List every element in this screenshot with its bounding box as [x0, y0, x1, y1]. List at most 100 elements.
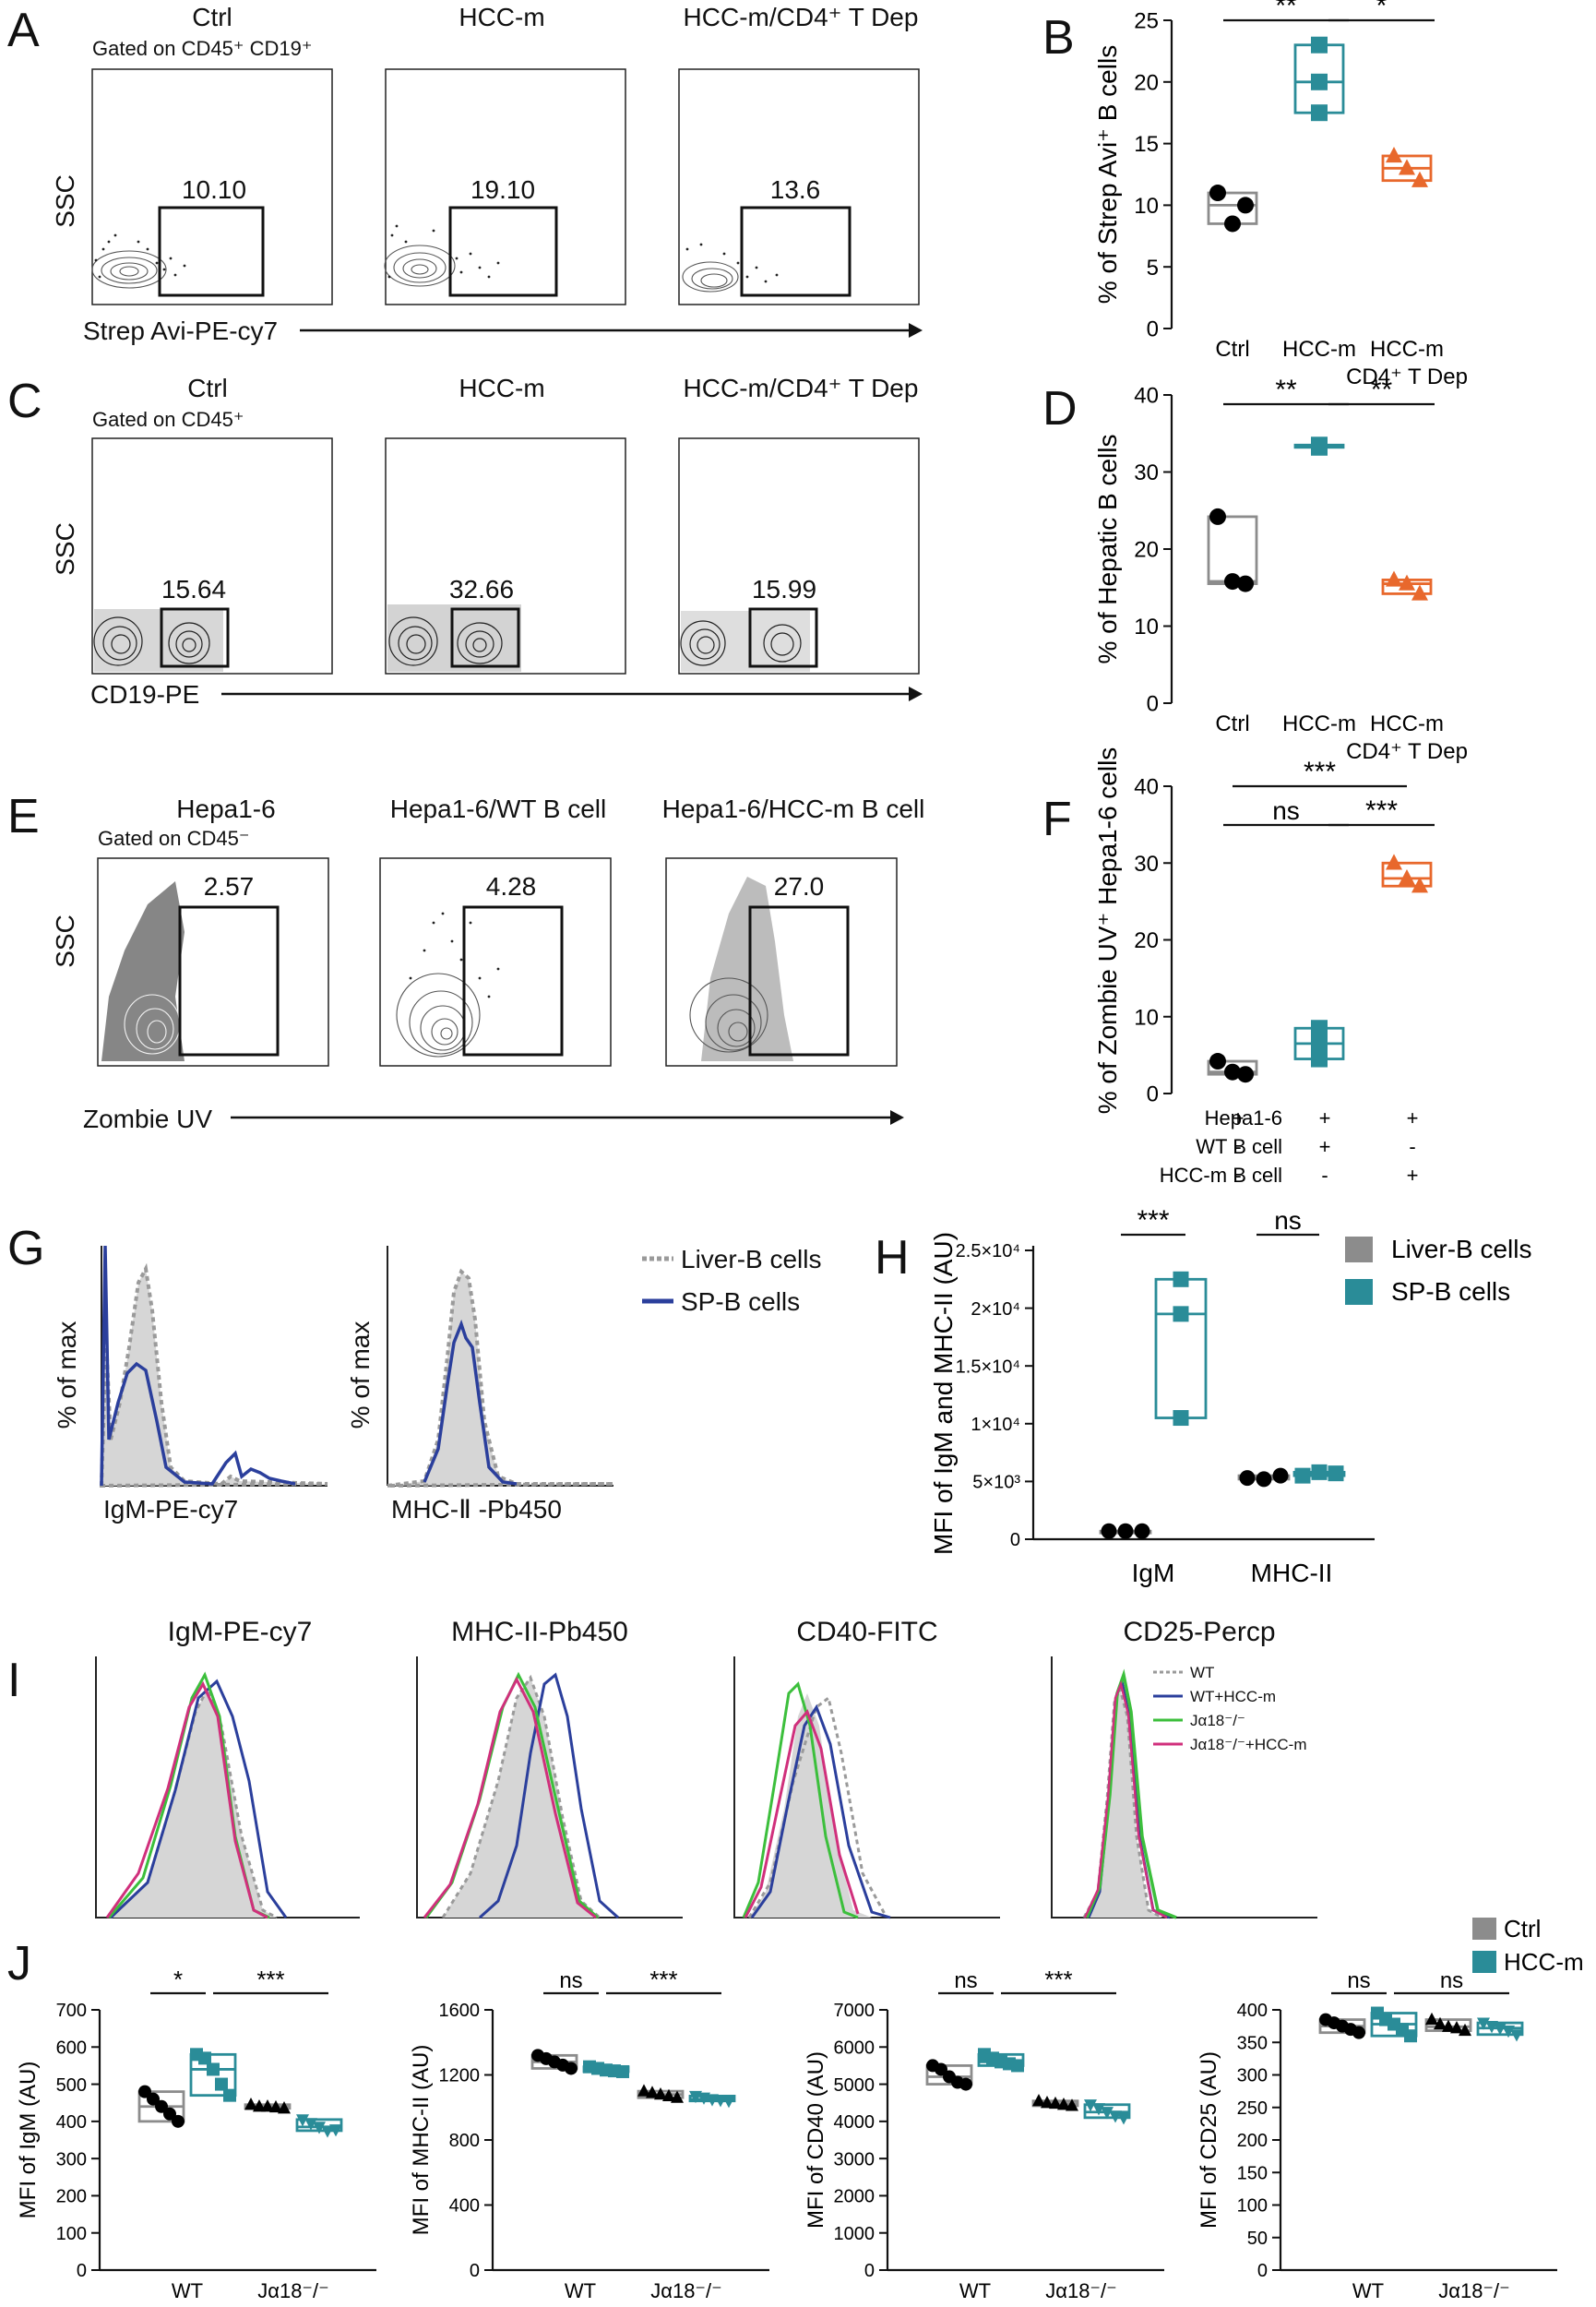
chart-j4-point: [1434, 2016, 1447, 2030]
panel-i-ja-4: [1085, 1668, 1177, 1919]
panel-e-title-1: Hepa1-6: [176, 795, 275, 823]
panel-c-plot-1: [91, 437, 333, 675]
panel-g-hist-liver-1: [99, 1262, 328, 1488]
panel-e-value-2: 4.28: [486, 872, 537, 901]
panel-c-ylabel: SSC: [51, 522, 79, 576]
chart-b-point: [1386, 147, 1402, 163]
chart-f-row-label: WT B cell: [1196, 1135, 1282, 1158]
panel-a-contour-2: [384, 245, 456, 287]
chart-b-category: HCC-m: [1282, 337, 1356, 362]
chart-j1-y-tick-label: 600: [56, 2038, 87, 2058]
chart-j2-point: [646, 2086, 659, 2098]
chart-h-point: [1101, 1523, 1117, 1539]
chart-f-row-cell: -: [1321, 1164, 1328, 1187]
panel-letter-a: A: [7, 4, 40, 57]
panel-c-plot-3: [678, 437, 920, 675]
chart-d-y-tick-label: 30: [1134, 460, 1159, 485]
panel-e-value-3: 27.0: [774, 872, 825, 901]
panel-letter-d: D: [1042, 382, 1078, 436]
chart-f-y-tick-label: 30: [1134, 852, 1159, 877]
chart-d: 0 10 20 30 40 % of Hepatic B cells Ctrl HCC-m HC…: [1093, 375, 1468, 764]
chart-h-category: IgM: [1132, 1559, 1175, 1587]
panel-letter-e: E: [7, 790, 40, 843]
panel-e-plot-3: [665, 857, 898, 1067]
panel-e-gate-3: [748, 905, 850, 1057]
panel-e-plot-1: [97, 857, 329, 1067]
panel-e: Hepa1-6 Hepa1-6/WT B cell Hepa1-6/HCC-m …: [51, 795, 924, 1133]
chart-b-category: Ctrl: [1215, 337, 1249, 362]
panel-e-x-arrowhead: [890, 1110, 904, 1125]
chart-j3-point: [1101, 2107, 1114, 2120]
chart-j4-ylabel: MFI of CD25 (AU): [1197, 2051, 1221, 2229]
chart-j1-y-tick-label: 400: [56, 2112, 87, 2133]
panel-e-plot-2: [379, 857, 612, 1067]
chart-j2-sig-1-label: ns: [559, 1968, 582, 1993]
chart-d-point: [1224, 573, 1241, 591]
chart-h-point: [1173, 1306, 1189, 1322]
chart-f-y-tick-label: 0: [1147, 1082, 1159, 1107]
chart-j4-point: [1450, 2021, 1463, 2034]
chart-j3-y-tick-label: 5000: [834, 2075, 875, 2096]
chart-j4-y-tick-label: 100: [1237, 2196, 1268, 2217]
chart-j1-point: [304, 2118, 317, 2131]
chart-j1-y-tick-label: 200: [56, 2187, 87, 2207]
chart-j1-ylabel: MFI of IgM (AU): [16, 2062, 41, 2219]
chart-j3-y-tick-label: 1000: [834, 2224, 875, 2244]
chart-j1-category: WT: [172, 2279, 203, 2302]
chart-h-point: [1173, 1271, 1189, 1287]
panel-g-legend-sp: SP-B cells: [681, 1287, 800, 1316]
chart-j1-point: [269, 2099, 282, 2113]
panel-a-dots-3: [685, 243, 779, 283]
panel-i-legend-wt: WT: [1190, 1664, 1214, 1681]
panel-letter-b: B: [1042, 11, 1075, 65]
chart-f: 0 10 20 30 40 % of Zombie UV⁺ Hepa1-6 cells ns…: [1093, 747, 1435, 1187]
chart-j4-category: Jα18⁻/⁻: [1438, 2279, 1510, 2302]
chart-b-category: CD4⁺ T Dep: [1346, 365, 1468, 389]
chart-f-row-cell: -: [1234, 1135, 1241, 1158]
chart-f-point: [1237, 1066, 1254, 1083]
panel-c-xlabel: CD19-PE: [90, 680, 199, 709]
panel-a-title-2: HCC-m: [459, 3, 544, 31]
chart-h-ylabel: MFI of IgM and MHC-II (AU): [929, 1232, 958, 1555]
panel-e-value-1: 2.57: [204, 872, 255, 901]
panel-i-legend: WT WT+HCC-m Jα18⁻/⁻ Jα18⁻/⁻+HCC-m: [1153, 1664, 1307, 1753]
chart-j1-point: [329, 2124, 342, 2137]
panel-i-jahcc-3: [744, 1709, 860, 1919]
chart-j4-y-tick-label: 250: [1237, 2098, 1268, 2119]
panel-c-gate-3: [748, 607, 818, 668]
chart-j3-sig-1-label: ns: [954, 1968, 977, 1993]
panel-g-legend-liver: Liver-B cells: [681, 1245, 821, 1273]
panel-a-gate-2: [448, 206, 558, 297]
chart-j1: 0 100 200 300 400 500 600 700 MFI of IgM (AU) WT J…: [16, 1966, 376, 2302]
panel-e-cloud-1: [101, 881, 185, 1061]
panel-a-gate: Gated on CD45⁺ CD19⁺: [92, 37, 312, 60]
panel-i-fill-1: [111, 1689, 277, 1918]
panel-a-title-1: Ctrl: [192, 3, 232, 31]
panel-g-xlabel-2: MHC-Ⅱ -Pb450: [391, 1495, 562, 1524]
panel-letter-j: J: [7, 1937, 31, 1990]
panel-c-x-arrowhead: [909, 687, 923, 701]
chart-j1-point: [321, 2125, 334, 2138]
chart-j2-y-tick-label: 1200: [439, 2066, 481, 2086]
chart-b-point: [1224, 215, 1241, 233]
chart-j3-y-tick-label: 2000: [834, 2187, 875, 2207]
chart-f-sig-3-label: ***: [1304, 757, 1336, 787]
panel-c-title-3: HCC-m/CD4⁺ T Dep: [684, 374, 919, 402]
panel-c-contour-3: [680, 620, 802, 666]
panel-a: Ctrl HCC-m HCC-m/CD4⁺ T Dep Gated on CD4…: [51, 3, 923, 345]
chart-f-box-3-box: [1381, 861, 1433, 888]
chart-f-sig-1-label: ns: [1272, 796, 1300, 825]
chart-j3-y-tick-label: 4000: [834, 2112, 875, 2133]
chart-b-ylabel: % of Strep Avi⁺ B cells: [1093, 45, 1122, 304]
chart-h-y-tick-label: 0: [1010, 1530, 1020, 1550]
chart-h-sig-1-label: ***: [1137, 1205, 1169, 1236]
chart-j1-point: [253, 2099, 266, 2112]
chart-d-point: [1411, 584, 1428, 601]
panel-c-density-3: [681, 611, 810, 672]
chart-j2-y-tick-label: 1600: [439, 2001, 481, 2021]
chart-b-sig-1-label: **: [1275, 0, 1297, 21]
chart-j2-point: [565, 2062, 578, 2075]
chart-b-point: [1411, 171, 1428, 187]
panel-e-title-2: Hepa1-6/WT B cell: [390, 795, 606, 823]
